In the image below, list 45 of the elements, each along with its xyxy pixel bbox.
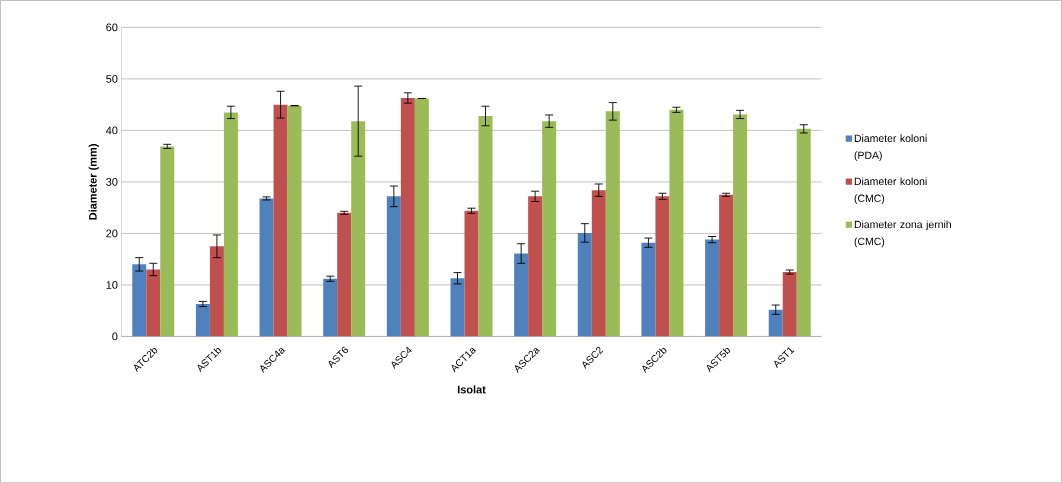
bar [351, 121, 366, 337]
bar [542, 121, 557, 337]
y-tick-label: 40 [105, 126, 118, 135]
bar [287, 105, 302, 337]
bar [719, 194, 734, 337]
legend-label: Diameter zona jernih (CMC) [854, 220, 951, 248]
bar [591, 190, 606, 337]
bar [733, 114, 748, 337]
y-tick-label: 50 [106, 75, 118, 83]
bar [655, 196, 670, 337]
bar [782, 272, 797, 337]
bar [259, 198, 274, 337]
bar [528, 196, 543, 337]
bar [464, 210, 479, 337]
bar [337, 212, 352, 337]
bar [605, 111, 620, 337]
x-axis-title: Isolat [457, 385, 486, 394]
bar [514, 253, 529, 337]
bar [273, 104, 288, 337]
bar [478, 116, 493, 337]
bar [132, 264, 147, 337]
bar [386, 196, 401, 337]
bar [146, 269, 161, 337]
bar [669, 109, 684, 337]
legend-label: Diameter koloni (CMC) [854, 177, 927, 205]
y-tick-label: 10 [106, 281, 118, 289]
bar [796, 128, 811, 337]
bar [209, 246, 224, 337]
bar [400, 98, 415, 337]
bar [195, 304, 210, 337]
bar [223, 112, 238, 337]
y-tick-label: 30 [106, 178, 118, 186]
bar [160, 146, 175, 337]
legend-label: Diameter koloni (PDA) [854, 134, 927, 162]
bar [323, 278, 338, 337]
bar [641, 242, 656, 337]
bar [705, 239, 720, 337]
bar [450, 278, 465, 337]
bar [414, 98, 429, 337]
y-tick-label: 0 [112, 332, 118, 341]
y-tick-label: 20 [106, 229, 118, 238]
bar [768, 309, 783, 337]
bar [577, 232, 592, 337]
y-axis-title: Diameter (mm) [88, 144, 99, 220]
y-tick-label: 60 [106, 23, 118, 32]
